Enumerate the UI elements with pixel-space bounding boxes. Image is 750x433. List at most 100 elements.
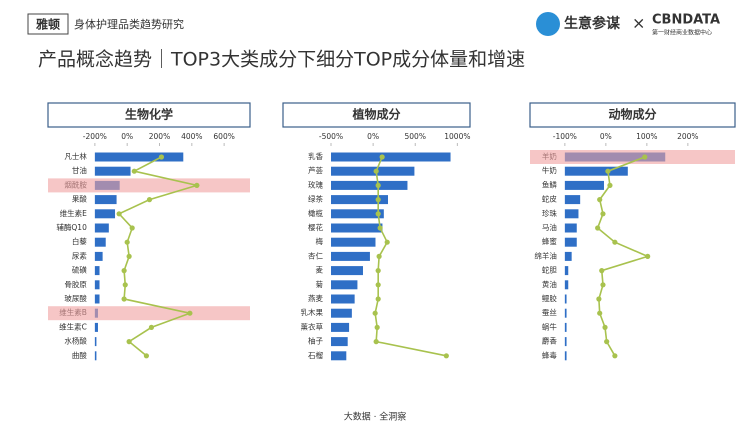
growth-point [121,268,127,274]
x-tick-label: 0% [121,132,133,141]
category-label: 维生素C [59,321,87,331]
growth-point [148,324,155,330]
category-label: 水杨酸 [64,336,87,346]
bar [564,251,572,261]
brand-icon [536,12,560,36]
x-tick-label: 100% [636,132,657,141]
category-label: 马油 [542,222,557,232]
bar [331,251,370,261]
bar [564,322,567,332]
growth-point [612,239,618,245]
growth-point [143,353,150,359]
category-label: 梅 [316,236,324,246]
growth-point [379,154,385,160]
bar [331,308,352,318]
category-label: 鱼鳞 [542,179,557,189]
bar [94,266,100,276]
category-label: 麝香 [542,336,557,346]
report-name: 身体护理品类趋势研究 [74,17,184,31]
chart-title: 动物成分 [608,107,656,122]
bar [564,294,567,304]
category-label: 果酸 [72,194,87,204]
x-tick-label: 400% [181,132,202,141]
x-tick-label: -200% [83,132,107,141]
bar [331,152,451,162]
bar [94,280,100,290]
category-label: 鳗胶 [542,293,557,303]
bar [94,166,131,176]
growth-point [375,268,381,274]
category-label: 乳香 [308,151,323,161]
x-tick-label: 200% [149,132,170,141]
growth-point [146,197,153,203]
category-label: 绿茶 [308,194,323,204]
bar [331,195,388,205]
growth-point [596,296,602,302]
bar [564,237,577,247]
bar [331,209,384,219]
bar [94,294,100,304]
growth-point [131,168,137,174]
x-tick-label: 600% [213,132,234,141]
growth-point [612,353,618,359]
bar [94,351,97,361]
growth-point [158,154,165,160]
highlight-row [530,150,735,164]
growth-point [375,182,381,188]
logo-box [27,13,69,35]
growth-point [374,324,380,330]
growth-point [375,197,381,203]
category-label: 蚕丝 [542,307,557,317]
chart-title: 植物成分 [351,107,400,122]
category-label: 尿素 [72,250,87,260]
category-label: 燕麦 [308,293,323,303]
chart-title: 生物化学 [125,107,173,122]
bar [331,322,350,332]
bar [331,280,358,290]
bar [564,223,577,233]
chart-title-box [529,102,736,128]
growth-point [121,296,127,302]
bar [331,166,415,176]
category-label: 麦 [316,265,324,275]
growth-point [597,310,603,316]
growth-point [605,168,611,174]
growth-point [375,282,381,288]
growth-point [372,310,378,316]
bar [331,337,348,347]
category-label: 骨胶原 [64,279,87,289]
category-label: 芦荟 [308,165,323,175]
bar [94,152,184,162]
bar [94,209,116,219]
growth-point [375,296,381,302]
growth-point [124,239,130,245]
category-label: 曲酸 [72,350,87,360]
growth-point [607,182,613,188]
bar [564,209,579,219]
brand-2-sub: 第一财经商业数据中心 [652,29,712,37]
growth-point [377,225,383,231]
growth-point [373,339,379,345]
x-tick-label: 0% [600,132,612,141]
bar [331,266,363,276]
highlight-row [48,306,250,321]
brand-2: CBNDATA [652,13,720,28]
growth-point [602,324,608,330]
growth-point [384,239,390,245]
bar [564,266,569,276]
times: × [632,14,645,33]
category-label: 蜂蜜 [542,236,557,246]
growth-point [187,310,193,316]
growth-point [597,197,603,203]
category-label: 菊 [316,279,324,289]
category-label: 绵羊油 [534,250,557,260]
x-tick-label: -100% [553,132,577,141]
slide-title: 产品概念趋势｜TOP3大类成分下细分TOP成分体量和增速 [38,48,525,71]
growth-point [122,282,128,288]
bar [94,223,109,233]
growth-point [126,253,132,259]
category-label: 玫瑰 [308,179,323,189]
category-label: 玻尿酸 [64,293,87,303]
growth-point [443,353,449,359]
